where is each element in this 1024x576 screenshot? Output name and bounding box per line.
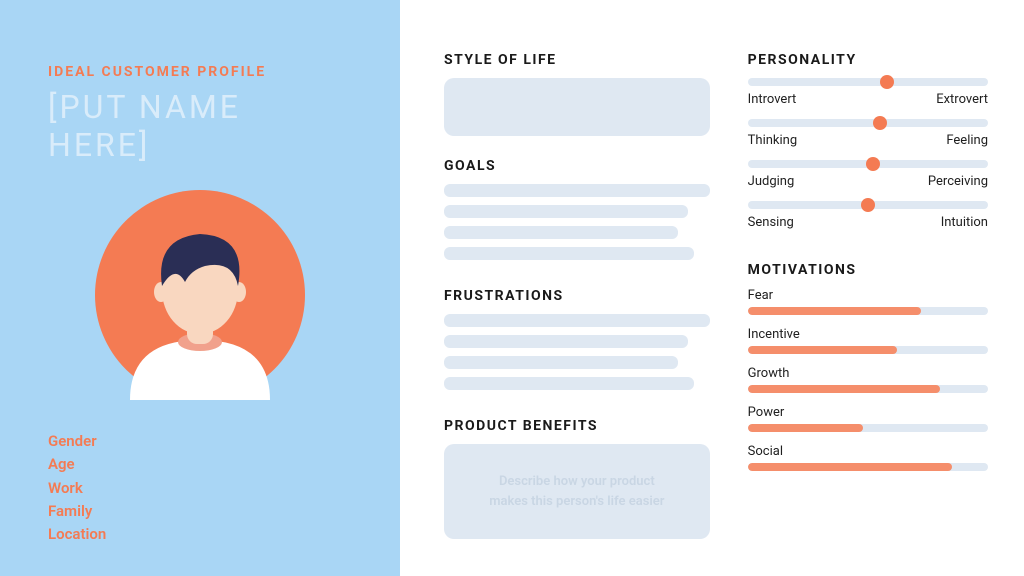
field-work[interactable]: Work bbox=[48, 477, 352, 500]
motivation-bar[interactable] bbox=[748, 463, 988, 471]
goal-line[interactable] bbox=[444, 205, 688, 218]
goal-line[interactable] bbox=[444, 184, 710, 197]
personality-slider-labels: Judging Perceiving bbox=[748, 174, 988, 189]
motivation-bar[interactable] bbox=[748, 346, 988, 354]
frustrations-lines[interactable] bbox=[444, 314, 710, 398]
motivation-bars: Fear Incentive Growth Power Social bbox=[748, 288, 988, 483]
section-title-personality: PERSONALITY bbox=[748, 52, 988, 68]
middle-column: STYLE OF LIFE GOALS FRUSTRATIONS PRODUCT… bbox=[444, 52, 710, 552]
personality-slider[interactable] bbox=[748, 201, 988, 209]
personality-slider-labels: Sensing Intuition bbox=[748, 215, 988, 230]
goals-lines[interactable] bbox=[444, 184, 710, 268]
section-title-goals: GOALS bbox=[444, 158, 710, 174]
slider-label-right: Extrovert bbox=[936, 92, 988, 107]
slider-label-left: Thinking bbox=[748, 133, 798, 148]
slider-thumb[interactable] bbox=[880, 75, 894, 89]
right-column: PERSONALITY Introvert Extrovert Thinking Fe… bbox=[748, 52, 988, 552]
personality-slider[interactable] bbox=[748, 78, 988, 86]
field-family[interactable]: Family bbox=[48, 500, 352, 523]
personality-slider-labels: Introvert Extrovert bbox=[748, 92, 988, 107]
section-title-motivations: MOTIVATIONS bbox=[748, 262, 988, 278]
personality-slider[interactable] bbox=[748, 119, 988, 127]
left-panel: IDEAL CUSTOMER PROFILE [PUT NAME HERE] bbox=[0, 0, 400, 576]
frustration-line[interactable] bbox=[444, 377, 694, 390]
motivation-bar-fill bbox=[748, 385, 940, 393]
avatar-icon bbox=[95, 190, 305, 400]
slider-thumb[interactable] bbox=[873, 116, 887, 130]
style-of-life-input[interactable] bbox=[444, 78, 710, 136]
section-title-style-of-life: STYLE OF LIFE bbox=[444, 52, 710, 68]
product-benefits-input[interactable]: Describe how your product makes this per… bbox=[444, 444, 710, 539]
frustration-line[interactable] bbox=[444, 356, 678, 369]
right-panel: STYLE OF LIFE GOALS FRUSTRATIONS PRODUCT… bbox=[400, 0, 1024, 576]
slider-label-left: Judging bbox=[748, 174, 795, 189]
motivation-bar-fill bbox=[748, 307, 921, 315]
motivation-bar-fill bbox=[748, 346, 897, 354]
slider-label-right: Intuition bbox=[941, 215, 988, 230]
motivation-label: Power bbox=[748, 405, 988, 420]
slider-thumb[interactable] bbox=[861, 198, 875, 212]
frustration-line[interactable] bbox=[444, 314, 710, 327]
avatar-ear-left bbox=[154, 282, 168, 302]
motivation-label: Social bbox=[748, 444, 988, 459]
personality-slider[interactable] bbox=[748, 160, 988, 168]
avatar-circle bbox=[95, 190, 305, 400]
personality-slider-labels: Thinking Feeling bbox=[748, 133, 988, 148]
motivation-bar[interactable] bbox=[748, 385, 988, 393]
slider-label-left: Sensing bbox=[748, 215, 794, 230]
avatar-ear-right bbox=[232, 282, 246, 302]
slider-label-right: Feeling bbox=[946, 133, 988, 148]
slider-label-left: Introvert bbox=[748, 92, 797, 107]
slider-thumb[interactable] bbox=[866, 157, 880, 171]
avatar-container bbox=[48, 190, 352, 400]
motivation-bar[interactable] bbox=[748, 424, 988, 432]
frustration-line[interactable] bbox=[444, 335, 688, 348]
goal-line[interactable] bbox=[444, 226, 678, 239]
goal-line[interactable] bbox=[444, 247, 694, 260]
motivation-bar-fill bbox=[748, 463, 952, 471]
motivation-bar-fill bbox=[748, 424, 863, 432]
field-location[interactable]: Location bbox=[48, 523, 352, 546]
section-title-product-benefits: PRODUCT BENEFITS bbox=[444, 418, 710, 434]
motivation-label: Incentive bbox=[748, 327, 988, 342]
field-gender[interactable]: Gender bbox=[48, 430, 352, 453]
product-benefits-placeholder: Describe how your product makes this per… bbox=[484, 472, 670, 511]
field-age[interactable]: Age bbox=[48, 453, 352, 476]
profile-subtitle: IDEAL CUSTOMER PROFILE bbox=[48, 64, 352, 80]
profile-field-list: Gender Age Work Family Location bbox=[48, 430, 352, 546]
section-title-frustrations: FRUSTRATIONS bbox=[444, 288, 710, 304]
motivation-label: Growth bbox=[748, 366, 988, 381]
motivation-label: Fear bbox=[748, 288, 988, 303]
personality-sliders: Introvert Extrovert Thinking Feeling Judging… bbox=[748, 78, 988, 242]
motivation-bar[interactable] bbox=[748, 307, 988, 315]
slider-label-right: Perceiving bbox=[928, 174, 988, 189]
profile-name-placeholder[interactable]: [PUT NAME HERE] bbox=[48, 88, 352, 164]
